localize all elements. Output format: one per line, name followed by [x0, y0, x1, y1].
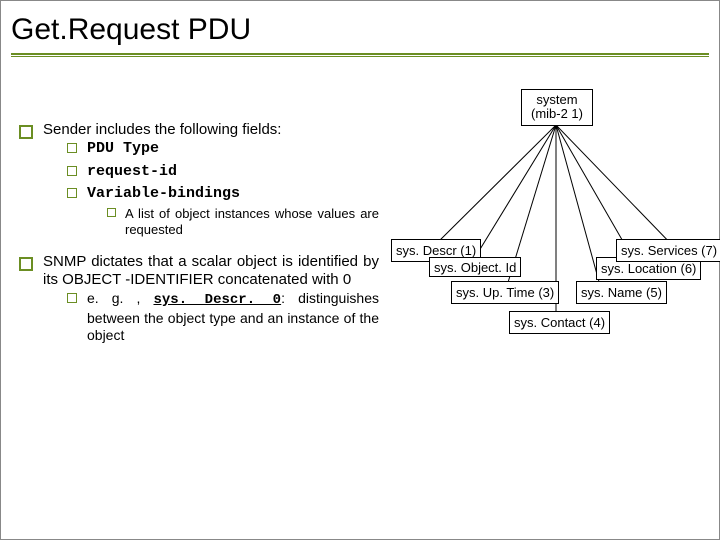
- sub-var-bindings-text: Variable-bindings: [87, 185, 240, 202]
- sub-request-id: request-id: [67, 163, 379, 182]
- sub-example-pre: e. g. ,: [87, 290, 153, 306]
- sub-example: e. g. , sys. Descr. 0: distinguishes bet…: [67, 290, 379, 345]
- bullet-snmp-text: SNMP dictates that a scalar object is id…: [43, 253, 379, 289]
- tree-n3: sys. Up. Time (3): [451, 281, 559, 304]
- sub-list-2: e. g. , sys. Descr. 0: distinguishes bet…: [67, 290, 379, 345]
- slide: Get.Request PDU Sender includes the foll…: [0, 0, 720, 540]
- sub-example-code: sys. Descr. 0: [153, 292, 281, 308]
- sub-var-bindings: Variable-bindings A list of object insta…: [67, 185, 379, 238]
- page-title: Get.Request PDU: [11, 13, 709, 53]
- tree-n5: sys. Name (5): [576, 281, 667, 304]
- tree-n2-l2: (2): [467, 274, 483, 277]
- tree-n7: sys. Services (7): [616, 239, 720, 262]
- bullet-sender-text: Sender includes the following fields:: [43, 121, 281, 138]
- content-left: Sender includes the following fields: PD…: [19, 121, 379, 359]
- bullet-sender: Sender includes the following fields: PD…: [19, 121, 379, 239]
- tree-root-l2: (mib-2 1): [531, 106, 583, 121]
- sub-list-1: PDU Type request-id Variable-bindings A …: [67, 140, 379, 239]
- tree-n4: sys. Contact (4): [509, 311, 610, 334]
- tree-root-l1: system: [536, 92, 577, 107]
- subsub-list-desc: A list of object instances whose values …: [107, 206, 379, 239]
- bullet-snmp: SNMP dictates that a scalar object is id…: [19, 253, 379, 345]
- title-underline: [11, 53, 709, 57]
- tree-diagram: system (mib-2 1) sys. Descr (1) sys. Obj…: [401, 89, 711, 389]
- tree-n2: sys. Object. Id (2): [429, 257, 521, 277]
- title-wrap: Get.Request PDU: [11, 13, 709, 57]
- sub-pdu-type: PDU Type: [67, 140, 379, 159]
- tree-root: system (mib-2 1): [521, 89, 593, 126]
